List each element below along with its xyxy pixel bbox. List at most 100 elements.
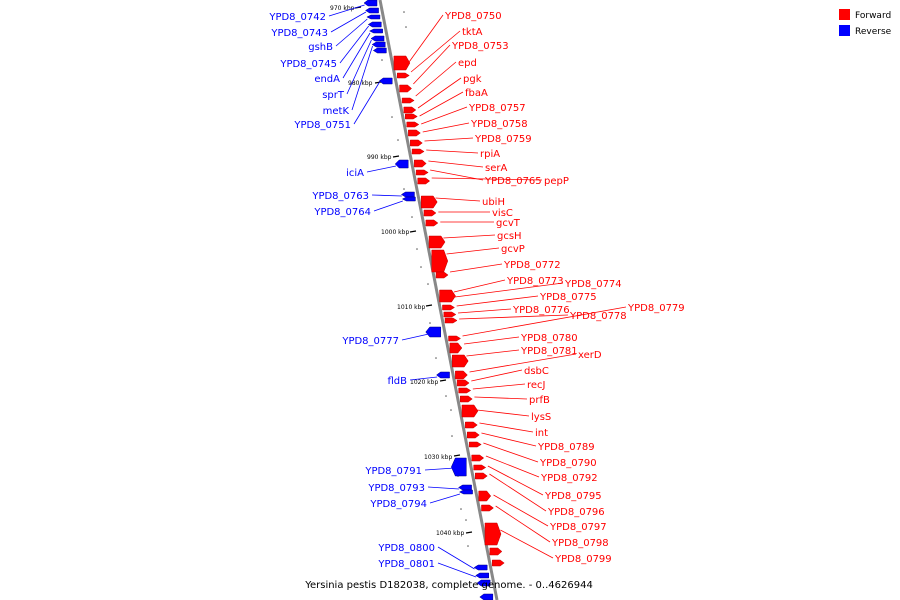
forward-gene-label[interactable]: YPD8_0779	[627, 303, 685, 314]
minor-tick	[403, 188, 405, 190]
forward-leader-line	[408, 14, 444, 63]
forward-gene-label[interactable]: YPD8_0753	[451, 41, 509, 52]
reverse-gene-label[interactable]: YPD8_0800	[377, 543, 435, 554]
forward-gene-label[interactable]: gcvP	[501, 244, 525, 255]
forward-gene-feature	[484, 522, 502, 546]
forward-gene-label[interactable]: YPD8_0750	[444, 11, 502, 22]
forward-leader-line	[435, 197, 481, 202]
forward-leader-line	[464, 336, 520, 345]
forward-leader-line	[500, 529, 554, 559]
reverse-leader-line	[353, 81, 380, 125]
forward-gene-label[interactable]: YPD8_0797	[549, 522, 607, 533]
forward-gene-label[interactable]: YPD8_0757	[468, 103, 526, 114]
forward-leader-line	[493, 494, 549, 527]
reverse-gene-label[interactable]: YPD8_0777	[341, 336, 399, 347]
reverse-gene-feature	[401, 196, 416, 202]
forward-leader-line	[419, 91, 464, 117]
minor-tick	[403, 11, 405, 13]
forward-gene-label[interactable]: dsbC	[524, 366, 549, 377]
legend-forward-label: Forward	[855, 11, 891, 21]
forward-gene-label[interactable]: ubiH	[482, 197, 505, 208]
forward-gene-label[interactable]: YPD8_0798	[551, 538, 609, 549]
reverse-leader-line	[371, 194, 402, 197]
reverse-gene-feature	[400, 191, 415, 198]
reverse-gene-label[interactable]: YPD8_0751	[293, 120, 351, 131]
forward-gene-feature	[466, 431, 480, 439]
reverse-gene-label[interactable]: metK	[323, 106, 350, 117]
forward-gene-label[interactable]: YPD8_0780	[520, 333, 578, 344]
forward-gene-label[interactable]: YPD8_0775	[539, 292, 597, 303]
reverse-leader-line	[427, 486, 459, 490]
forward-gene-label[interactable]: YPD8_0774	[564, 279, 622, 290]
forward-leader-line	[431, 177, 543, 181]
minor-ticks	[381, 11, 469, 547]
forward-leader-line	[449, 263, 503, 273]
forward-gene-label[interactable]: rpiA	[480, 149, 500, 160]
forward-gene-label[interactable]: YPD8_0765	[484, 176, 542, 187]
forward-gene-feature	[408, 129, 421, 137]
forward-gene-label[interactable]: YPD8_0799	[554, 554, 612, 565]
reverse-gene-label[interactable]: iciA	[346, 168, 364, 179]
forward-gene-label[interactable]: YPD8_0773	[506, 276, 564, 287]
forward-leader-line	[453, 279, 506, 293]
reverse-gene-label[interactable]: gshB	[308, 42, 333, 53]
reverse-gene-label[interactable]: YPD8_0764	[313, 207, 371, 218]
reverse-gene-label[interactable]: endA	[314, 74, 340, 85]
forward-gene-label[interactable]: lysS	[531, 412, 551, 423]
reverse-gene-feature	[458, 489, 473, 495]
forward-gene-label[interactable]: gcvT	[496, 218, 521, 229]
reverse-gene-label[interactable]: YPD8_0743	[270, 28, 328, 39]
forward-gene-label[interactable]: gcsH	[497, 231, 522, 242]
forward-gene-label[interactable]: serA	[485, 163, 507, 174]
reverse-leader-line	[328, 4, 365, 17]
forward-gene-label[interactable]: int	[535, 428, 548, 439]
reverse-gene-feature	[475, 572, 489, 579]
forward-gene-label[interactable]: YPD8_0758	[470, 119, 528, 130]
forward-gene-label[interactable]: YPD8_0795	[544, 491, 602, 502]
forward-gene-label[interactable]: fbaA	[465, 88, 488, 99]
reverse-gene-label[interactable]: YPD8_0742	[268, 12, 326, 23]
forward-gene-label[interactable]: pgk	[463, 74, 482, 85]
forward-gene-feature	[435, 271, 449, 279]
forward-leader-line	[426, 149, 479, 154]
reverse-gene-label[interactable]: YPD8_0791	[364, 466, 422, 477]
forward-gene-label[interactable]: tktA	[462, 27, 483, 38]
forward-gene-label[interactable]: YPD8_0781	[520, 346, 578, 357]
reverse-gene-label[interactable]: YPD8_0793	[367, 483, 425, 494]
gene-features	[363, 0, 505, 600]
forward-gene-label[interactable]: epd	[458, 58, 477, 69]
tick-mark	[409, 230, 417, 233]
forward-leader-line	[428, 160, 484, 168]
tick-mark	[465, 531, 473, 534]
reverse-gene-label[interactable]: YPD8_0794	[369, 499, 427, 510]
reverse-gene-label[interactable]: YPD8_0801	[377, 559, 435, 570]
forward-gene-label[interactable]: YPD8_0772	[503, 260, 561, 271]
forward-gene-label[interactable]: YPD8_0792	[540, 473, 598, 484]
forward-gene-label[interactable]: YPD8_0796	[547, 507, 605, 518]
forward-leader-line	[424, 137, 474, 142]
forward-gene-label[interactable]: xerD	[578, 350, 602, 361]
reverse-gene-label[interactable]: sprT	[322, 90, 345, 101]
forward-gene-label[interactable]: visC	[492, 208, 513, 219]
reverse-gene-label[interactable]: YPD8_0763	[311, 191, 369, 202]
forward-gene-label[interactable]: prfB	[529, 395, 550, 406]
forward-gene-label[interactable]: YPD8_0776	[512, 305, 570, 316]
forward-gene-feature	[396, 72, 410, 79]
forward-gene-label[interactable]: YPD8_0759	[474, 134, 532, 145]
reverse-gene-label[interactable]: YPD8_0745	[279, 59, 337, 70]
forward-gene-feature	[404, 113, 418, 120]
forward-gene-label[interactable]: YPD8_0789	[537, 442, 595, 453]
reverse-gene-label[interactable]: fldB	[387, 376, 407, 387]
forward-gene-label[interactable]: pepP	[544, 176, 569, 187]
reverse-leader-line	[339, 25, 369, 64]
minor-tick	[411, 216, 413, 218]
forward-gene-label[interactable]: YPD8_0778	[569, 311, 627, 322]
reverse-leader-line	[330, 11, 367, 33]
reverse-gene-feature	[436, 371, 450, 379]
forward-gene-label[interactable]: YPD8_0790	[539, 458, 597, 469]
forward-gene-label[interactable]: recJ	[527, 380, 546, 391]
reverse-leader-line	[351, 45, 373, 111]
forward-leader-line	[469, 353, 577, 373]
forward-leader-line	[443, 234, 496, 239]
